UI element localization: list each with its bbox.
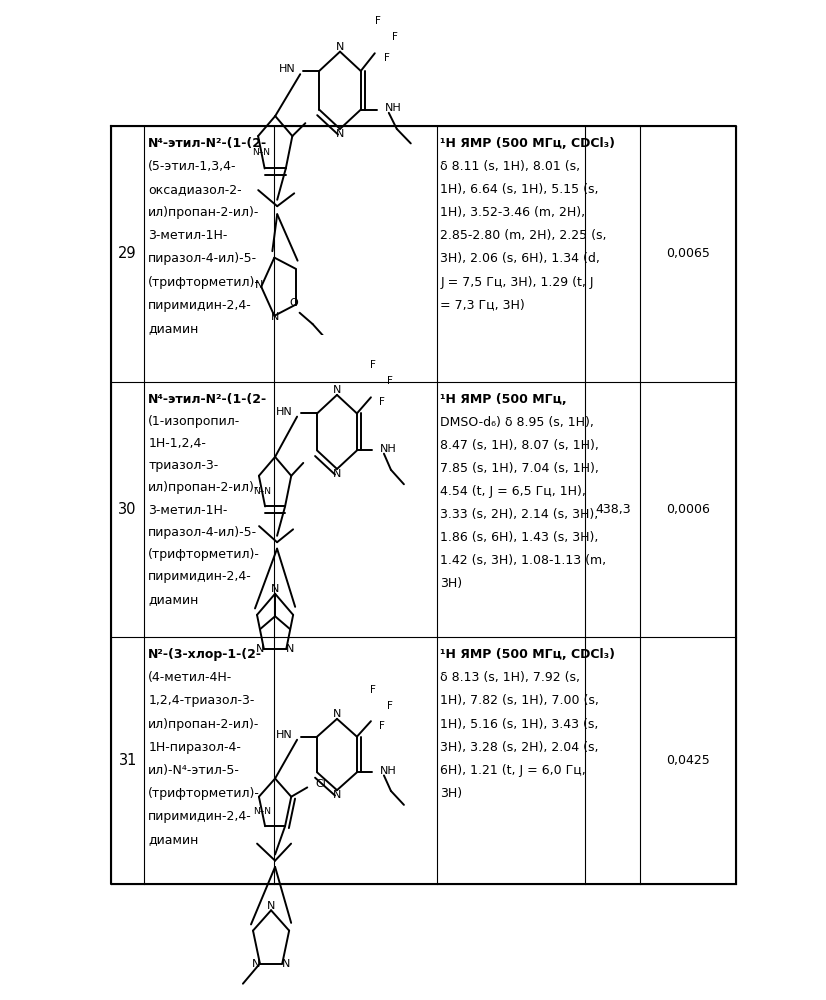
Text: 1H), 3.52-3.46 (m, 2H),: 1H), 3.52-3.46 (m, 2H),	[440, 206, 586, 219]
Text: N⁴-этил-N²-(1-(2-: N⁴-этил-N²-(1-(2-	[148, 393, 268, 406]
Text: ил)-N⁴-этил-5-: ил)-N⁴-этил-5-	[148, 764, 240, 777]
Text: (4-метил-4H-: (4-метил-4H-	[148, 671, 232, 684]
Text: δ 8.11 (s, 1H), 8.01 (s,: δ 8.11 (s, 1H), 8.01 (s,	[440, 160, 581, 173]
Text: N–N: N–N	[253, 487, 271, 496]
Text: ¹H ЯМР (500 МГц,: ¹H ЯМР (500 МГц,	[440, 393, 567, 406]
Text: 4.54 (t, J = 6,5 Гц, 1H),: 4.54 (t, J = 6,5 Гц, 1H),	[440, 485, 586, 498]
Text: 438,3: 438,3	[595, 503, 630, 516]
Text: (5-этил-1,3,4-: (5-этил-1,3,4-	[148, 160, 237, 173]
Text: ¹H ЯМР (500 МГц, CDCl₃): ¹H ЯМР (500 МГц, CDCl₃)	[440, 648, 615, 661]
Text: пиримидин-2,4-: пиримидин-2,4-	[148, 810, 252, 823]
Text: 3H), 3.28 (s, 2H), 2.04 (s,: 3H), 3.28 (s, 2H), 2.04 (s,	[440, 741, 599, 754]
Text: J = 7,5 Гц, 3H), 1.29 (t, J: J = 7,5 Гц, 3H), 1.29 (t, J	[440, 276, 594, 289]
Text: диамин: диамин	[148, 593, 198, 606]
Text: 3H), 2.06 (s, 6H), 1.34 (d,: 3H), 2.06 (s, 6H), 1.34 (d,	[440, 252, 601, 265]
Text: ил)пропан-2-ил)-: ил)пропан-2-ил)-	[148, 481, 259, 494]
Text: N: N	[336, 42, 344, 52]
Text: F: F	[379, 397, 385, 407]
Text: N: N	[256, 644, 264, 654]
Text: 3-метил-1H-: 3-метил-1H-	[148, 504, 228, 517]
Text: F: F	[370, 685, 376, 695]
Text: 1,2,4-триазол-3-: 1,2,4-триазол-3-	[148, 694, 254, 707]
Text: ил)пропан-2-ил)-: ил)пропан-2-ил)-	[148, 206, 259, 219]
Text: N²-(3-хлор-1-(2-: N²-(3-хлор-1-(2-	[148, 648, 262, 661]
Text: N–N: N–N	[253, 148, 270, 157]
Text: N: N	[252, 959, 260, 969]
Text: пиразол-4-ил)-5-: пиразол-4-ил)-5-	[148, 252, 258, 265]
Text: 2.85-2.80 (m, 2H), 2.25 (s,: 2.85-2.80 (m, 2H), 2.25 (s,	[440, 229, 607, 242]
Text: HN: HN	[277, 407, 293, 417]
Text: (1-изопропил-: (1-изопропил-	[148, 415, 240, 428]
Text: F: F	[392, 32, 398, 42]
Text: HN: HN	[278, 64, 295, 74]
Text: O: O	[289, 298, 298, 308]
Text: N: N	[282, 959, 291, 969]
Text: N: N	[271, 312, 279, 322]
Text: диамин: диамин	[148, 322, 198, 335]
Text: N: N	[333, 469, 341, 479]
Text: 3.33 (s, 2H), 2.14 (s, 3H),: 3.33 (s, 2H), 2.14 (s, 3H),	[440, 508, 599, 521]
Text: F: F	[387, 376, 393, 386]
Text: 1.42 (s, 3H), 1.08-1.13 (m,: 1.42 (s, 3H), 1.08-1.13 (m,	[440, 554, 606, 567]
Text: F: F	[370, 360, 376, 370]
Text: NH: NH	[380, 766, 396, 776]
Text: оксадиазол-2-: оксадиазол-2-	[148, 183, 242, 196]
Text: NH: NH	[380, 444, 396, 454]
Text: N: N	[333, 709, 341, 719]
Text: 1H), 6.64 (s, 1H), 5.15 (s,: 1H), 6.64 (s, 1H), 5.15 (s,	[440, 183, 599, 196]
Text: F: F	[379, 721, 385, 731]
Text: 1H-1,2,4-: 1H-1,2,4-	[148, 437, 206, 450]
Text: 0,0065: 0,0065	[666, 247, 710, 260]
Text: N–N: N–N	[253, 807, 271, 816]
Text: диамин: диамин	[148, 833, 198, 846]
Text: триазол-3-: триазол-3-	[148, 459, 218, 472]
Text: (трифторметил)-: (трифторметил)-	[148, 787, 260, 800]
Text: 3H): 3H)	[440, 577, 463, 590]
Text: (трифторметил)-: (трифторметил)-	[148, 548, 260, 561]
Text: 1H), 5.16 (s, 1H), 3.43 (s,: 1H), 5.16 (s, 1H), 3.43 (s,	[440, 718, 599, 731]
Text: 7.85 (s, 1H), 7.04 (s, 1H),: 7.85 (s, 1H), 7.04 (s, 1H),	[440, 462, 599, 475]
Text: N: N	[336, 129, 344, 139]
Text: N: N	[286, 644, 294, 654]
Text: N⁴-этил-N²-(1-(2-: N⁴-этил-N²-(1-(2-	[148, 137, 268, 150]
Text: 3-метил-1H-: 3-метил-1H-	[148, 229, 228, 242]
Text: F: F	[387, 701, 393, 711]
Text: 1.86 (s, 6H), 1.43 (s, 3H),: 1.86 (s, 6H), 1.43 (s, 3H),	[440, 531, 599, 544]
Text: 3H): 3H)	[440, 787, 463, 800]
Text: N: N	[333, 385, 341, 395]
Text: = 7,3 Гц, 3H): = 7,3 Гц, 3H)	[440, 299, 525, 312]
Text: 1H-пиразол-4-: 1H-пиразол-4-	[148, 741, 241, 754]
Text: N: N	[271, 584, 279, 594]
Text: F: F	[375, 16, 381, 26]
Text: N: N	[255, 280, 263, 290]
Text: пиразол-4-ил)-5-: пиразол-4-ил)-5-	[148, 526, 258, 539]
Text: 0,0425: 0,0425	[666, 754, 710, 767]
Text: N: N	[267, 901, 275, 911]
Text: δ 8.13 (s, 1H), 7.92 (s,: δ 8.13 (s, 1H), 7.92 (s,	[440, 671, 581, 684]
Text: 6H), 1.21 (t, J = 6,0 Гц,: 6H), 1.21 (t, J = 6,0 Гц,	[440, 764, 586, 777]
Text: 31: 31	[118, 753, 137, 768]
Text: N: N	[333, 790, 341, 800]
Text: пиримидин-2,4-: пиримидин-2,4-	[148, 299, 252, 312]
Text: 1H), 7.82 (s, 1H), 7.00 (s,: 1H), 7.82 (s, 1H), 7.00 (s,	[440, 694, 599, 707]
Text: ил)пропан-2-ил)-: ил)пропан-2-ил)-	[148, 718, 259, 731]
Text: F: F	[384, 53, 390, 63]
Text: 8.47 (s, 1H), 8.07 (s, 1H),: 8.47 (s, 1H), 8.07 (s, 1H),	[440, 439, 599, 452]
Text: 0,0006: 0,0006	[666, 503, 710, 516]
Text: пиримидин-2,4-: пиримидин-2,4-	[148, 570, 252, 583]
Text: ¹H ЯМР (500 МГц, CDCl₃): ¹H ЯМР (500 МГц, CDCl₃)	[440, 137, 615, 150]
Text: (трифторметил)-: (трифторметил)-	[148, 276, 260, 289]
Text: 30: 30	[118, 502, 137, 517]
Text: NH: NH	[385, 103, 401, 113]
Text: 29: 29	[118, 246, 137, 261]
Text: DMSO-d₆) δ 8.95 (s, 1H),: DMSO-d₆) δ 8.95 (s, 1H),	[440, 416, 594, 429]
Text: Cl: Cl	[316, 779, 326, 789]
Text: HN: HN	[277, 730, 293, 740]
